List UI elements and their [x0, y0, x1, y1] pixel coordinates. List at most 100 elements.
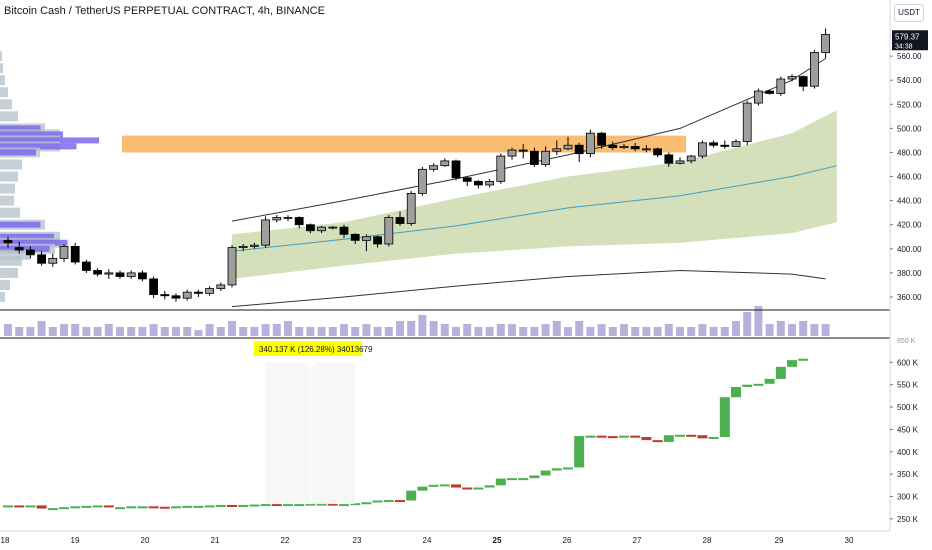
volume-bar — [407, 321, 416, 336]
candle — [451, 160, 461, 179]
volume-bar — [60, 324, 68, 336]
price-tick-label: 440.00 — [897, 197, 922, 206]
candle — [798, 76, 808, 87]
cumulative-bar — [193, 505, 204, 508]
price-tick-label: 380.00 — [897, 269, 922, 278]
cumulative-bar — [204, 505, 215, 508]
volume-bar — [116, 327, 124, 336]
profile-bar-light — [0, 87, 8, 98]
profile-bar-light — [0, 279, 10, 290]
currency-button[interactable]: USDT — [894, 4, 924, 22]
volume-bar — [362, 324, 371, 336]
time-tick-label: 21 — [211, 536, 220, 545]
cumulative-bar — [14, 505, 25, 508]
candle — [25, 249, 35, 256]
cumulative-bar — [260, 504, 271, 507]
volume-bar — [418, 315, 427, 336]
volume-bar — [48, 327, 57, 336]
candle — [507, 149, 517, 157]
cumulative-bar — [249, 504, 260, 507]
candle — [294, 217, 304, 226]
profile-bar — [0, 245, 50, 252]
measure-arrow-head — [304, 361, 311, 367]
volume-bar — [216, 327, 225, 336]
candle — [698, 142, 707, 157]
cumulative-bar — [126, 506, 137, 509]
candle — [630, 146, 640, 150]
candle — [563, 144, 573, 150]
volume-bar — [272, 324, 281, 336]
volume-bar — [37, 321, 46, 336]
volume-bar — [384, 327, 393, 336]
time-tick-label: 26 — [563, 536, 572, 545]
volume-bar — [15, 327, 24, 336]
candle — [518, 149, 528, 152]
cumulative-bar — [484, 485, 495, 488]
candle — [597, 132, 606, 146]
cumulative-bar — [294, 504, 305, 507]
cumulative-bars — [3, 358, 809, 511]
cumulative-tick-label: 350 K — [897, 470, 919, 479]
candle — [126, 272, 136, 277]
candle — [765, 90, 774, 94]
price-tick-label: 460.00 — [897, 173, 922, 182]
profile-bar — [0, 143, 77, 150]
cumulative-bar — [316, 503, 327, 506]
candle — [93, 270, 102, 275]
supply-zone — [122, 135, 686, 153]
candle — [810, 52, 819, 87]
volume-bar — [239, 327, 248, 336]
candle — [182, 291, 192, 299]
candle — [328, 226, 338, 229]
volume-bar — [4, 324, 12, 336]
volume-bar — [172, 327, 180, 336]
cumulative-bar — [439, 484, 450, 487]
cumulative-bar — [764, 378, 775, 384]
cumulative-bar — [305, 503, 316, 506]
profile-bar-light — [0, 183, 15, 194]
profile-bar-light — [0, 111, 18, 122]
cumulative-bar — [36, 505, 47, 509]
volume-bar — [284, 321, 292, 336]
volume-bar — [720, 327, 729, 336]
volume-bar — [676, 327, 684, 336]
candle — [115, 272, 125, 277]
volume-bar — [463, 324, 472, 336]
candle — [742, 102, 752, 143]
candle — [619, 146, 629, 149]
volume-bar — [194, 330, 203, 336]
candle — [586, 132, 595, 155]
candles — [3, 28, 830, 302]
cumulative-tick-label: 450 K — [897, 425, 919, 434]
candle — [384, 217, 394, 245]
candle — [3, 239, 13, 244]
volume-bar — [788, 324, 796, 336]
cumulative-bar — [428, 484, 439, 487]
candle — [361, 236, 371, 241]
cumulative-bar — [115, 507, 125, 510]
cumulative-bar — [607, 436, 618, 439]
price-tick-label: 360.00 — [897, 293, 922, 302]
cumulative-tick-label: 550 K — [897, 381, 919, 390]
cumulative-bar — [182, 505, 193, 508]
volume-bar — [743, 312, 752, 336]
candle — [193, 291, 203, 294]
volume-bar — [709, 327, 718, 336]
price-tick-label: 540.00 — [897, 76, 922, 85]
cumulative-bar — [339, 504, 349, 507]
profile-bar-light — [0, 267, 18, 278]
cumulative-bar — [775, 366, 786, 379]
volume-profile — [0, 51, 99, 302]
candle — [261, 219, 271, 246]
cumulative-bar — [238, 504, 249, 507]
candle — [104, 272, 114, 275]
cumulative-bar — [798, 358, 809, 361]
candle — [82, 261, 91, 271]
candle — [59, 245, 69, 259]
time-tick-label: 27 — [633, 536, 642, 545]
cumulative-tick-label: 250 K — [897, 515, 919, 524]
volume-bar — [127, 327, 136, 336]
price-axis-bg — [890, 0, 932, 550]
cumulative-bar — [92, 505, 103, 508]
